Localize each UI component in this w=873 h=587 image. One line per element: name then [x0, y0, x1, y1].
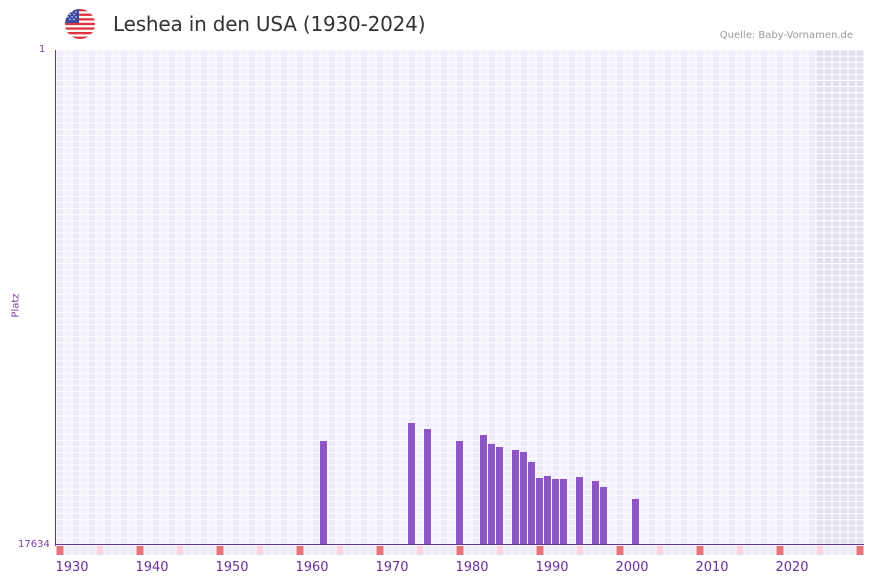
bar-1989 [544, 475, 551, 545]
bar-1987 [528, 461, 535, 545]
x-tick-1930: 1930 [55, 560, 89, 575]
bar-1982 [488, 443, 495, 545]
bar-1990 [552, 478, 559, 545]
chart-plot-area [56, 50, 864, 545]
source-label: Quelle: Baby-Vornamen.de [719, 30, 853, 41]
x-tick-2020: 2020 [775, 560, 809, 575]
y-axis-line [55, 50, 56, 546]
x-axis-labels: 1930 1940 1950 1960 1970 1980 1990 2000 2010 2020 [0, 560, 873, 580]
y-axis-title: Platz [10, 293, 22, 318]
x-tick-1980: 1980 [455, 560, 489, 575]
x-tick-1960: 1960 [295, 560, 329, 575]
bar-1983 [496, 446, 503, 545]
bar-1996 [600, 486, 607, 545]
x-tick-2010: 2010 [695, 560, 729, 575]
bar-1985 [512, 449, 519, 545]
y-tick-top: 1 [39, 44, 46, 55]
x-tick-1940: 1940 [135, 560, 169, 575]
x-axis-line [55, 544, 864, 545]
bar-1961 [320, 440, 327, 545]
bar-1972 [408, 422, 415, 545]
us-flag-icon [65, 9, 95, 39]
x-tick-2000: 2000 [615, 560, 649, 575]
bar-1981 [480, 434, 487, 545]
x-tick-1950: 1950 [215, 560, 249, 575]
x-tick-1990: 1990 [535, 560, 569, 575]
bar-1993 [576, 476, 583, 545]
year-marker-strip [56, 546, 864, 555]
bar-2000 [632, 498, 639, 545]
bar-1988 [536, 477, 543, 545]
chart-title: Leshea in den USA (1930-2024) [113, 12, 426, 36]
y-tick-bottom: 17634 [18, 539, 50, 550]
bar-1974 [424, 428, 431, 545]
bar-1991 [560, 478, 567, 545]
bar-1986 [520, 451, 527, 545]
x-tick-1970: 1970 [375, 560, 409, 575]
bar-1978 [456, 440, 463, 545]
bar-1995 [592, 480, 599, 545]
